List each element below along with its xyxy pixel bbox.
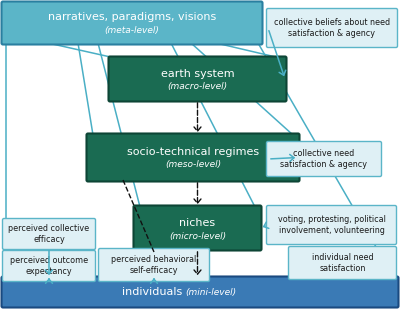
- Text: collective need
satisfaction & agency: collective need satisfaction & agency: [280, 149, 368, 169]
- FancyBboxPatch shape: [2, 251, 96, 281]
- FancyBboxPatch shape: [288, 247, 396, 280]
- Text: voting, protesting, political
involvement, volunteering: voting, protesting, political involvemen…: [278, 215, 386, 235]
- FancyBboxPatch shape: [2, 2, 262, 44]
- Text: perceived behavioral
self-efficacy: perceived behavioral self-efficacy: [111, 255, 197, 275]
- Text: socio-technical regimes: socio-technical regimes: [127, 147, 259, 157]
- Text: individual need
satisfaction: individual need satisfaction: [312, 253, 373, 273]
- Text: collective beliefs about need
satisfaction & agency: collective beliefs about need satisfacti…: [274, 18, 390, 38]
- FancyBboxPatch shape: [108, 57, 286, 101]
- Text: perceived outcome
expectancy: perceived outcome expectancy: [10, 256, 88, 276]
- Text: (mini-level): (mini-level): [185, 287, 236, 297]
- FancyBboxPatch shape: [266, 9, 398, 48]
- Text: earth system: earth system: [161, 69, 234, 79]
- Text: individuals: individuals: [122, 287, 182, 297]
- Text: (micro-level): (micro-level): [169, 231, 226, 240]
- FancyBboxPatch shape: [2, 277, 398, 307]
- Text: (meso-level): (meso-level): [165, 160, 221, 170]
- Text: (macro-level): (macro-level): [168, 82, 228, 91]
- FancyBboxPatch shape: [86, 133, 300, 181]
- FancyBboxPatch shape: [2, 218, 96, 249]
- Text: perceived collective
efficacy: perceived collective efficacy: [8, 224, 90, 244]
- FancyBboxPatch shape: [134, 205, 262, 251]
- FancyBboxPatch shape: [266, 142, 382, 176]
- Text: (meta-level): (meta-level): [104, 26, 160, 35]
- Text: narratives, paradigms, visions: narratives, paradigms, visions: [48, 12, 216, 22]
- Text: niches: niches: [180, 218, 216, 228]
- FancyBboxPatch shape: [266, 205, 396, 244]
- FancyBboxPatch shape: [98, 248, 210, 281]
